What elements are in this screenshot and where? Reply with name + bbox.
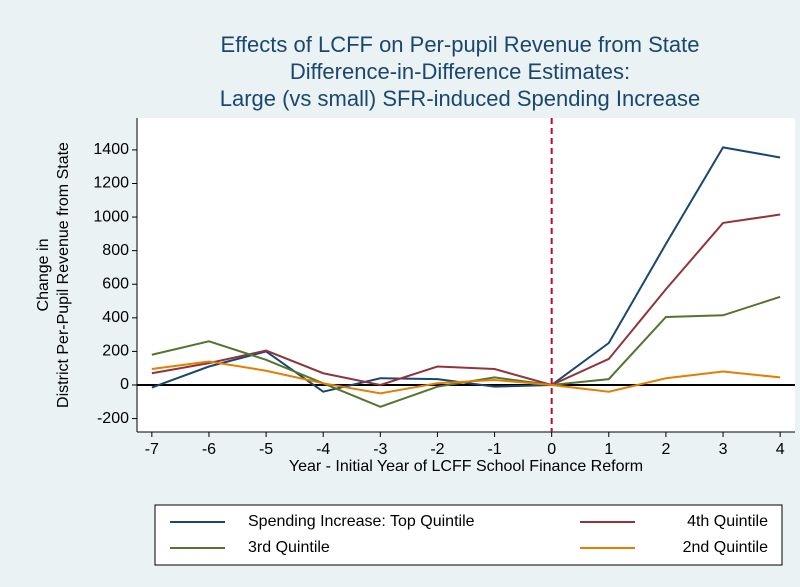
y-tick-label: 400 xyxy=(102,309,129,326)
y-tick-label: 0 xyxy=(120,376,129,393)
y-tick-label: -200 xyxy=(97,410,129,427)
legend-label: Spending Increase: Top Quintile xyxy=(248,513,475,530)
y-tick-label: 1400 xyxy=(93,141,129,158)
chart-title: Large (vs small) SFR-induced Spending In… xyxy=(220,86,701,111)
x-tick-label: -1 xyxy=(487,441,501,458)
chart-title: Effects of LCFF on Per-pupil Revenue fro… xyxy=(221,32,700,57)
y-tick-label: 1000 xyxy=(93,208,129,225)
legend-label: 4th Quintile xyxy=(687,513,768,530)
legend-label: 2nd Quintile xyxy=(683,539,768,556)
y-tick-label: 800 xyxy=(102,242,129,259)
y-tick-label: 200 xyxy=(102,343,129,360)
x-tick-label: 4 xyxy=(776,441,785,458)
x-tick-label: 0 xyxy=(547,441,556,458)
chart-title: Difference-in-Difference Estimates: xyxy=(290,59,630,84)
x-tick-label: -5 xyxy=(259,441,273,458)
x-tick-label: -4 xyxy=(316,441,330,458)
series-line xyxy=(151,360,781,395)
series-line xyxy=(151,213,781,387)
x-tick-label: -7 xyxy=(145,441,159,458)
x-tick-label: 2 xyxy=(661,441,670,458)
y-axis-label: District Per-Pupil Revenue from State xyxy=(55,142,72,408)
x-tick-label: -2 xyxy=(430,441,444,458)
x-axis-label: Year - Initial Year of LCFF School Finan… xyxy=(289,458,643,475)
y-tick-label: 600 xyxy=(102,275,129,292)
x-tick-label: -3 xyxy=(373,441,387,458)
x-tick-label: -6 xyxy=(202,441,216,458)
x-tick-label: 1 xyxy=(604,441,613,458)
x-tick-label: 3 xyxy=(719,441,728,458)
legend-label: 3rd Quintile xyxy=(248,539,330,556)
y-tick-label: 1200 xyxy=(93,175,129,192)
plot-area xyxy=(137,118,795,432)
legend xyxy=(154,504,783,566)
y-axis-label: Change in xyxy=(35,239,52,312)
